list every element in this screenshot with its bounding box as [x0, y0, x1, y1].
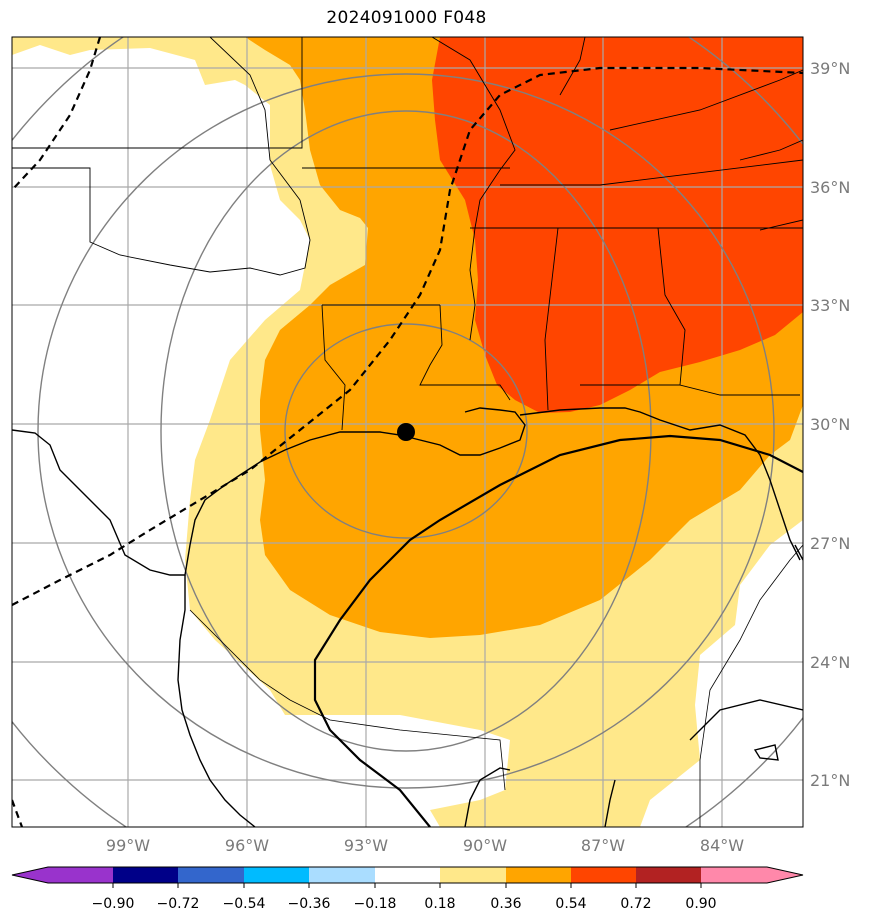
colorbar-tick-label: 0.72 — [620, 896, 651, 912]
storm-center-marker — [397, 423, 415, 441]
colorbar-segment — [636, 867, 701, 883]
colorbar-tick-label: −0.90 — [92, 896, 135, 912]
state-borders — [12, 37, 803, 431]
lat-label: 39°N — [810, 59, 850, 78]
colorbar: −0.90 −0.72 −0.54 −0.36 −0.18 0.18 0.36 … — [11, 866, 804, 912]
colorbar-segment — [571, 867, 636, 883]
lat-label: 33°N — [810, 296, 850, 315]
map-frame — [11, 36, 804, 828]
colorbar-extend-high — [767, 867, 803, 883]
lon-label: 87°W — [581, 836, 625, 855]
colorbar-segment — [701, 867, 767, 883]
dashed-contour-sw — [12, 799, 24, 827]
colorbar-tick-label: 0.90 — [685, 896, 716, 912]
coastline — [12, 407, 803, 827]
lat-label: 36°N — [810, 178, 850, 197]
dashed-contour-west — [12, 66, 803, 606]
lat-labels: 39°N 36°N 33°N 30°N 27°N 24°N 21°N — [810, 59, 850, 790]
contour-fill-0.54 — [432, 37, 803, 413]
colorbar-segment — [440, 867, 506, 883]
lat-label: 27°N — [810, 534, 850, 553]
colorbar-tick-label: 0.36 — [490, 896, 521, 912]
colorbar-tick-label: 0.18 — [424, 896, 455, 912]
lon-label: 90°W — [463, 836, 507, 855]
lon-label: 96°W — [225, 836, 269, 855]
colorbar-extend-low — [12, 867, 48, 883]
colorbar-segment — [113, 867, 178, 883]
lat-label: 24°N — [810, 653, 850, 672]
colorbar-segment — [309, 867, 375, 883]
map-title: 2024091000 F048 — [326, 8, 487, 28]
colorbar-segment — [244, 867, 309, 883]
colorbar-tick-label: 0.54 — [555, 896, 586, 912]
colorbar-segment — [48, 867, 113, 883]
lon-label: 99°W — [106, 836, 150, 855]
lat-label: 30°N — [810, 415, 850, 434]
lat-label: 21°N — [810, 771, 850, 790]
lon-labels: 99°W 96°W 93°W 90°W 87°W 84°W — [106, 836, 744, 855]
lon-label: 84°W — [700, 836, 744, 855]
country-borders — [189, 544, 803, 827]
colorbar-tick-label: −0.54 — [223, 896, 266, 912]
colorbar-tick-label: −0.36 — [288, 896, 331, 912]
solid-contour-line — [313, 434, 803, 827]
colorbar-segment — [506, 867, 571, 883]
lon-label: 93°W — [344, 836, 388, 855]
colorbar-tick-label: −0.18 — [354, 896, 397, 912]
colorbar-segment — [375, 867, 440, 883]
colorbar-segment — [178, 867, 244, 883]
colorbar-tick-label: −0.72 — [157, 896, 200, 912]
